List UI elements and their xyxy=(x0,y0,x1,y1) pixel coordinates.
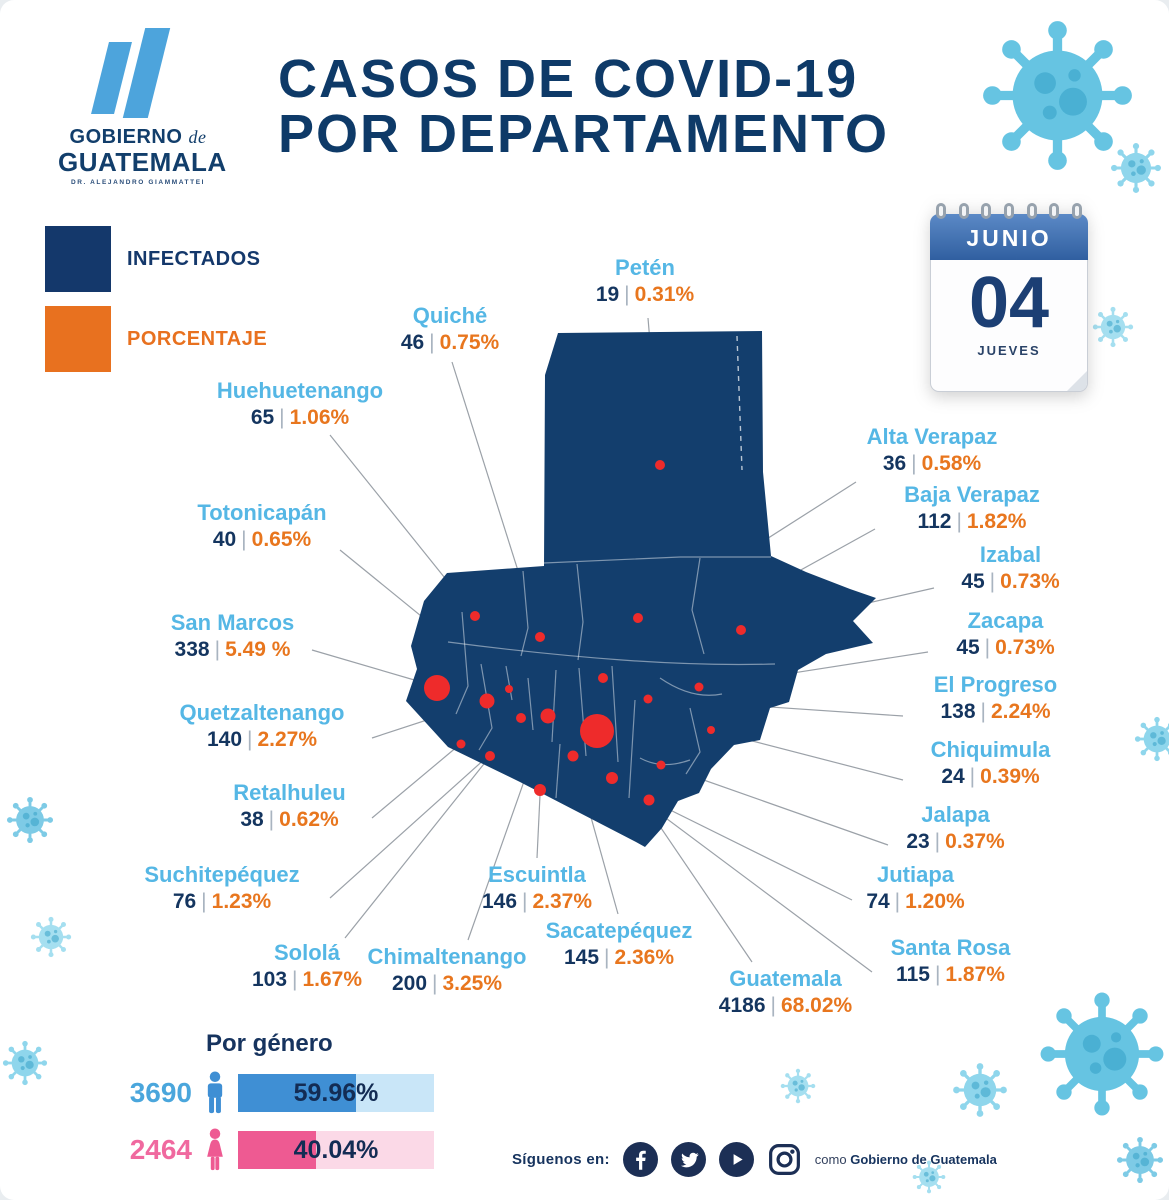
male-bar: 59.96% xyxy=(238,1074,434,1112)
instagram-icon[interactable] xyxy=(767,1142,802,1177)
gender-title: Por género xyxy=(206,1030,333,1057)
dept-label-quiche: Quiché 46 | 0.75% xyxy=(400,303,500,355)
dept-label-escuintla: Escuintla 146 | 2.37% xyxy=(481,862,593,914)
dot-chimaltenango xyxy=(540,708,556,724)
dept-label-zacapa: Zacapa 45 | 0.73% xyxy=(956,608,1055,660)
infectados-label: INFECTADOS xyxy=(127,247,261,270)
twitter-icon[interactable] xyxy=(670,1142,706,1177)
belize-border-dashed xyxy=(736,335,743,471)
logo-bars-icon xyxy=(58,28,218,120)
dot-retalhuleu xyxy=(456,739,466,749)
dept-label-suchitepequez: Suchitepéquez 76 | 1.23% xyxy=(144,862,300,914)
dot-huehuetenango xyxy=(470,611,480,621)
dept-label-izabal: Izabal 45 | 0.73% xyxy=(961,542,1060,594)
female-icon xyxy=(207,1128,223,1171)
dot-santa-rosa xyxy=(606,772,618,784)
female-bar: 40.04% xyxy=(238,1131,434,1169)
male-bar-fill xyxy=(238,1074,356,1112)
dept-label-sacatepequez: Sacatepéquez 145 | 2.36% xyxy=(545,918,693,970)
calendar: JUNIO 04 JUEVES xyxy=(930,203,1088,392)
dept-label-santa-rosa: Santa Rosa 115 | 1.87% xyxy=(890,935,1011,987)
gobierno-logo: GOBIERNO de GUATEMALA DR. ALEJANDRO GIAM… xyxy=(58,28,227,186)
porcentaje-label: PORCENTAJE xyxy=(127,327,268,350)
dot-solola xyxy=(516,713,526,723)
dot-alta-verapaz xyxy=(633,613,643,623)
dot-sacatepequez xyxy=(567,750,579,762)
dept-label-retalhuleu: Retalhuleu 38 | 0.62% xyxy=(233,780,346,832)
female-pct: 40.04% xyxy=(293,1136,379,1164)
dept-label-alta-verapaz: Alta Verapaz 36 | 0.58% xyxy=(866,424,998,476)
male-icon xyxy=(207,1071,223,1114)
page-title: CASOS DE COVID-19 POR DEPARTAMENTO xyxy=(278,49,890,165)
male-count: 3690 xyxy=(129,1077,192,1108)
dept-label-totonicapan: Totonicapán 40 | 0.65% xyxy=(197,500,327,552)
legend: INFECTADOS PORCENTAJE xyxy=(45,226,267,386)
dot-quiche xyxy=(535,632,545,642)
dot-guatemala xyxy=(580,714,614,748)
dept-label-guatemala: Guatemala 4186 | 68.02% xyxy=(718,966,853,1018)
dot-peten xyxy=(655,460,665,470)
dot-chiquimula xyxy=(707,726,715,734)
dot-escuintla xyxy=(534,784,546,796)
female-bar-fill xyxy=(238,1131,317,1169)
dot-baja-verapaz xyxy=(598,673,608,683)
logo-subtitle-text: DR. ALEJANDRO GIAMMATTEI xyxy=(70,179,206,186)
male-row: 3690 59.96% xyxy=(128,1071,434,1115)
dot-izabal xyxy=(736,625,746,635)
calendar-fold-corner xyxy=(1067,371,1087,391)
dept-label-huehuetenango: Huehuetenango 65 | 1.06% xyxy=(216,378,384,430)
male-pct: 59.96% xyxy=(293,1079,379,1107)
dot-suchitepequez xyxy=(485,751,495,761)
dept-label-solola: Sololá 103 | 1.67% xyxy=(251,940,363,992)
dept-label-jalapa: Jalapa 23 | 0.37% xyxy=(906,802,1005,854)
infectados-swatch xyxy=(45,226,111,292)
dot-jutiapa xyxy=(643,794,655,806)
dept-label-jutiapa: Jutiapa 74 | 1.20% xyxy=(866,862,965,914)
dot-totonicapan xyxy=(505,685,513,693)
gender-section: Por género 3690 59.96% 2464 xyxy=(128,1030,434,1172)
youtube-icon[interactable] xyxy=(718,1142,754,1177)
dot-el-progreso xyxy=(643,694,653,704)
calendar-month: JUNIO xyxy=(930,214,1088,260)
porcentaje-swatch xyxy=(45,306,111,372)
dot-jalapa xyxy=(656,760,666,770)
female-count: 2464 xyxy=(129,1134,192,1165)
footer: Síguenos en: como Gobierno de Guatemala xyxy=(512,1142,997,1177)
logo-guatemala-text: GUATEMALA xyxy=(58,147,227,177)
calendar-rings-icon xyxy=(936,203,1082,219)
logo-gobierno-text: GOBIERNO de xyxy=(69,126,207,148)
calendar-weekday: JUEVES xyxy=(977,343,1041,359)
dept-label-chimaltenango: Chimaltenango 200 | 3.25% xyxy=(367,944,527,996)
guatemala-map xyxy=(406,331,876,847)
dot-zacapa xyxy=(694,682,704,692)
legend-row-porcentaje: PORCENTAJE xyxy=(45,306,267,372)
dot-quetzaltenango xyxy=(479,693,495,709)
dot-san-marcos xyxy=(424,675,450,701)
follow-us-label: Síguenos en: xyxy=(512,1151,610,1168)
calendar-day: 04 xyxy=(968,263,1050,343)
account-label: como Gobierno de Guatemala xyxy=(814,1152,997,1167)
dept-label-peten: Petén 19 | 0.31% xyxy=(595,255,695,307)
dept-label-san-marcos: San Marcos 338 | 5.49 % xyxy=(170,610,295,662)
legend-row-infectados: INFECTADOS xyxy=(45,226,267,292)
department-borders xyxy=(447,556,776,799)
dept-label-quetzaltenango: Quetzaltenango 140 | 2.27% xyxy=(179,700,345,752)
facebook-icon[interactable] xyxy=(622,1142,658,1177)
dept-label-el-progreso: El Progreso 138 | 2.24% xyxy=(933,672,1058,724)
title-line-2: POR DEPARTAMENTO xyxy=(278,104,890,165)
dept-label-chiquimula: Chiquimula 24 | 0.39% xyxy=(930,737,1051,789)
case-dots xyxy=(424,460,746,806)
female-row: 2464 40.04% xyxy=(128,1128,434,1172)
calendar-body: 04 JUEVES xyxy=(930,260,1088,392)
title-line-1: CASOS DE COVID-19 xyxy=(278,49,859,109)
dept-label-baja-verapaz: Baja Verapaz 112 | 1.82% xyxy=(904,482,1040,534)
